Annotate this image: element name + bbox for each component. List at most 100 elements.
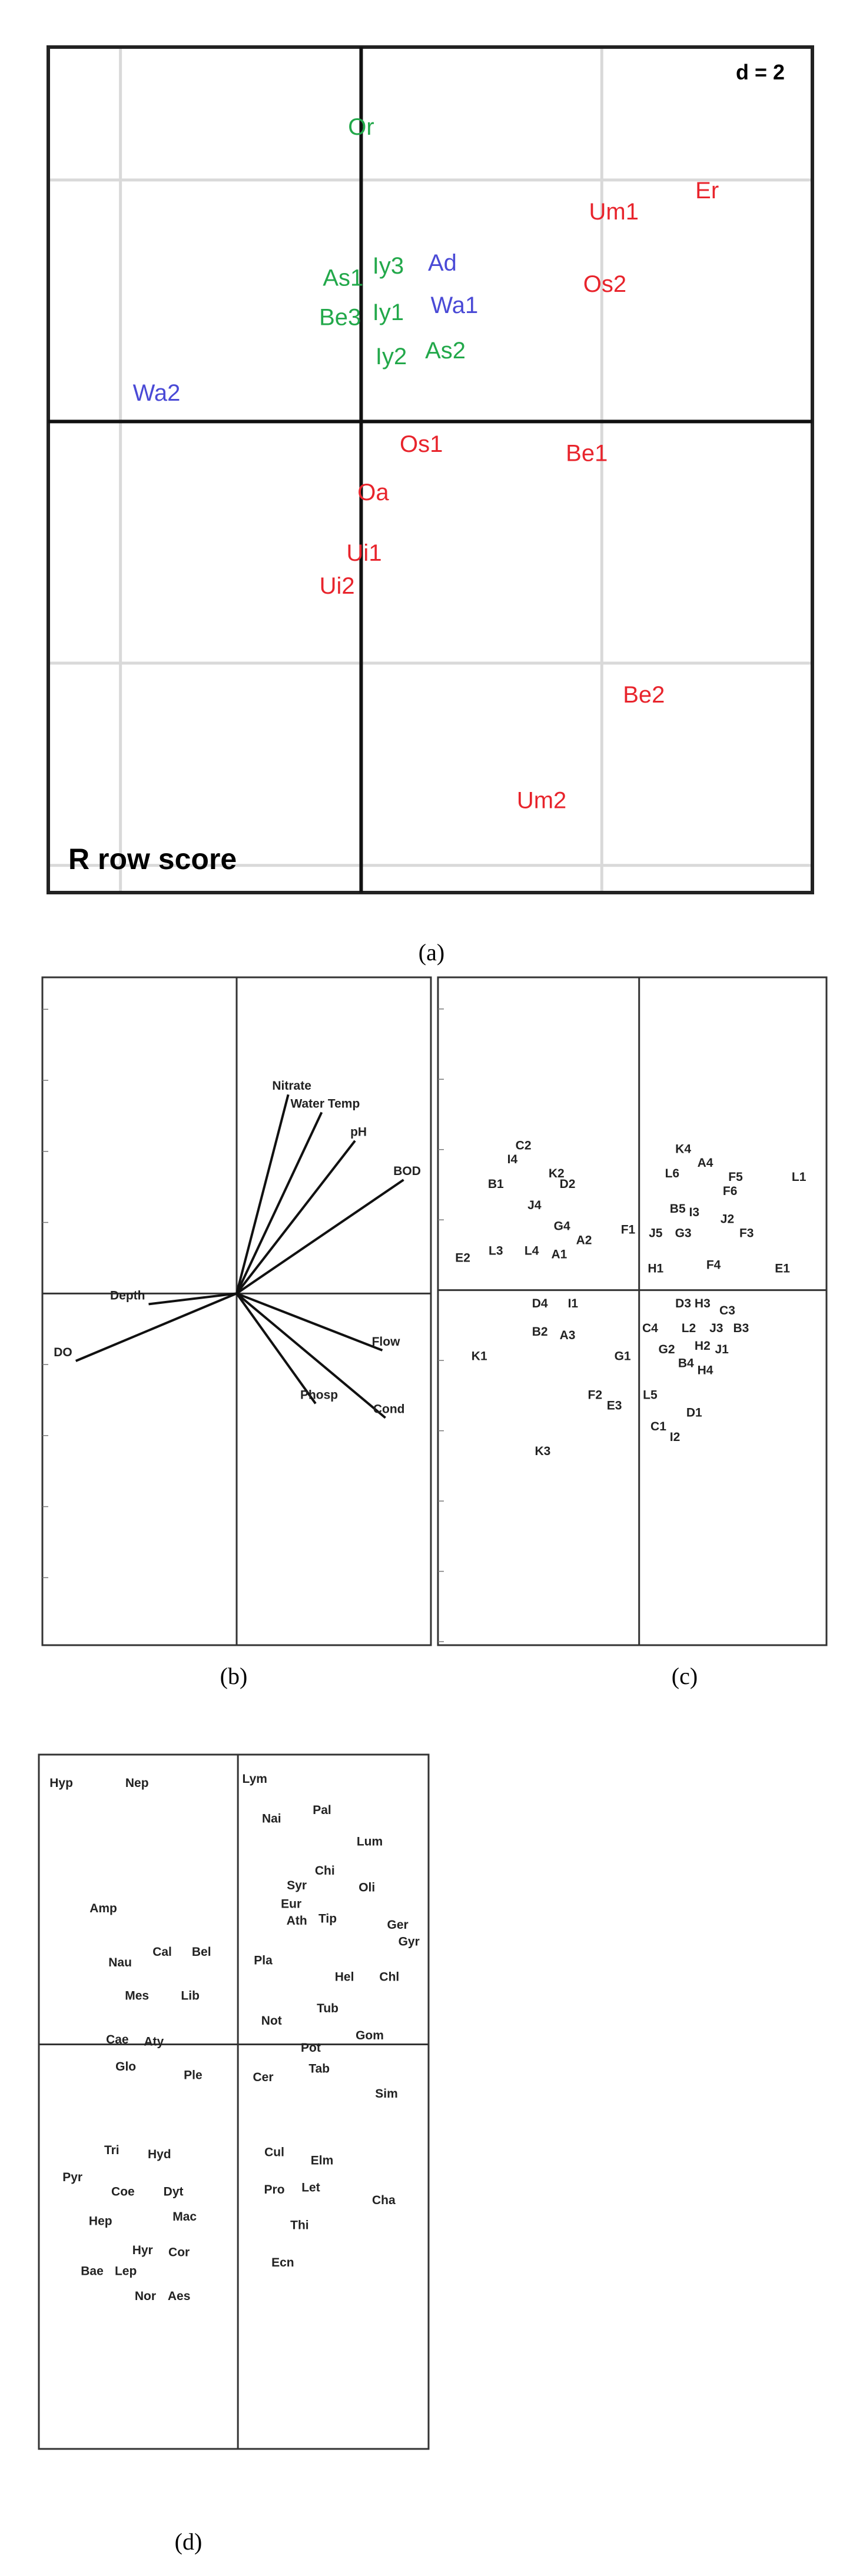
taxon-label: Nau xyxy=(108,1956,132,1969)
row-score-label: R row score xyxy=(68,843,237,876)
sample-label: B4 xyxy=(678,1357,694,1370)
caption-a: (a) xyxy=(419,939,444,966)
taxon-label: Thi xyxy=(290,2218,309,2232)
taxon-label: Nai xyxy=(262,1812,281,1825)
sample-label: G2 xyxy=(659,1343,675,1356)
panel-a: d = 2 R row score Or Er Um1 Os2 As1 Iy3 Ad Be3 I… xyxy=(47,45,814,966)
variable-label: Cond xyxy=(373,1403,405,1416)
sample-label: B5 xyxy=(670,1202,686,1216)
taxon-label: Mes xyxy=(125,1989,149,2003)
taxon-label: Cal xyxy=(152,1945,172,1959)
sample-label: L5 xyxy=(643,1388,658,1402)
sample-label: C2 xyxy=(516,1139,532,1152)
variable-label: Flow xyxy=(372,1335,400,1349)
sample-label: C1 xyxy=(650,1420,666,1433)
point-label: Or xyxy=(348,114,374,140)
taxon-label: Lib xyxy=(181,1989,200,2003)
point-label: Iy2 xyxy=(376,344,407,370)
variable-arrow xyxy=(235,1179,404,1294)
sample-label: I1 xyxy=(568,1297,579,1310)
taxon-label: Pla xyxy=(254,1953,273,1967)
sample-label: K3 xyxy=(535,1445,550,1458)
taxon-label: Pal xyxy=(313,1803,331,1817)
caption-b: (b) xyxy=(220,1663,248,1689)
point-label: Iy1 xyxy=(373,299,404,325)
sample-label: B1 xyxy=(488,1177,504,1191)
point-label: Be2 xyxy=(623,682,665,708)
taxon-label: Ecn xyxy=(271,2256,294,2269)
taxon-label: Elm xyxy=(311,2154,334,2168)
sample-label: C3 xyxy=(719,1304,735,1317)
taxon-label: Ger xyxy=(387,1918,409,1932)
taxon-label: Hyd xyxy=(148,2148,171,2161)
taxon-label: Lym xyxy=(243,1772,267,1786)
taxon-label: Cer xyxy=(253,2071,273,2084)
taxon-label: Cul xyxy=(264,2145,284,2159)
sample-label: H4 xyxy=(698,1364,713,1377)
sample-label: E1 xyxy=(775,1262,790,1275)
taxon-label: Hyp xyxy=(49,1776,73,1790)
taxon-label: Glo xyxy=(115,2060,136,2074)
sample-label: L4 xyxy=(525,1244,539,1257)
sample-label: A1 xyxy=(552,1247,567,1261)
sample-label: G1 xyxy=(615,1350,631,1363)
taxon-label: Nep xyxy=(125,1776,149,1790)
taxon-label: Ath xyxy=(287,1914,307,1928)
sample-label: L2 xyxy=(682,1322,696,1335)
panel-c-frame xyxy=(437,976,828,1646)
variable-arrow xyxy=(235,1094,290,1294)
sample-label: B3 xyxy=(733,1322,749,1335)
variable-label: DO xyxy=(54,1346,72,1359)
sample-label: D4 xyxy=(532,1297,548,1310)
taxon-label: Hyr xyxy=(132,2244,153,2257)
taxon-label: Bel xyxy=(192,1945,211,1959)
scale-note: d = 2 xyxy=(736,60,785,84)
taxon-label: Chl xyxy=(379,1971,399,1984)
sample-label: I2 xyxy=(670,1430,681,1444)
taxon-label: Pot xyxy=(301,2041,321,2055)
panel-d: Hyp Nep Lym Pal Nai Lum Chi Syr Oli Eur Ath Tip Ger G… xyxy=(38,1753,430,2555)
taxon-label: Pyr xyxy=(62,2171,82,2184)
sample-label: J3 xyxy=(709,1322,723,1335)
taxon-label: Ple xyxy=(184,2068,203,2082)
point-label: Iy3 xyxy=(373,253,404,279)
taxon-label: Tub xyxy=(317,2002,338,2015)
variable-arrow xyxy=(235,1292,386,1419)
point-label: Ui2 xyxy=(320,573,355,599)
taxon-label: Chi xyxy=(315,1864,335,1878)
sample-label: K2 xyxy=(549,1167,565,1180)
point-label: Ui1 xyxy=(347,540,382,566)
variable-arrow xyxy=(75,1292,237,1362)
variable-label: BOD xyxy=(393,1164,421,1178)
panel-a-frame xyxy=(47,45,814,894)
sample-label: G4 xyxy=(554,1220,570,1233)
sample-label: D3 xyxy=(675,1297,691,1310)
taxon-label: Cha xyxy=(372,2194,396,2207)
taxon-label: Tab xyxy=(308,2062,330,2076)
sample-label: J4 xyxy=(527,1199,542,1212)
variable-arrow xyxy=(236,1292,383,1352)
taxon-label: Bae xyxy=(81,2264,104,2278)
sample-label: L6 xyxy=(665,1167,680,1180)
point-label: Be1 xyxy=(566,440,608,466)
taxon-label: Amp xyxy=(89,1902,117,1915)
sample-label: K1 xyxy=(472,1350,487,1363)
taxon-label: Cae xyxy=(106,2033,129,2046)
sample-label: B2 xyxy=(532,1325,548,1339)
sample-label: C4 xyxy=(642,1322,658,1335)
point-label: Er xyxy=(695,178,719,204)
taxon-label: Pro xyxy=(264,2183,285,2196)
sample-label: J2 xyxy=(721,1213,734,1226)
point-label: Ad xyxy=(428,250,457,276)
sample-label: I3 xyxy=(689,1206,700,1219)
variable-label: Phosp xyxy=(300,1388,338,1402)
variable-label: Nitrate xyxy=(272,1079,311,1093)
caption-c: (c) xyxy=(672,1663,698,1689)
taxon-label: Coe xyxy=(111,2185,135,2199)
variable-arrow xyxy=(235,1293,317,1405)
point-label: Os1 xyxy=(400,431,443,457)
taxon-label: Aes xyxy=(168,2289,191,2303)
taxon-label: Aty xyxy=(144,2035,164,2049)
